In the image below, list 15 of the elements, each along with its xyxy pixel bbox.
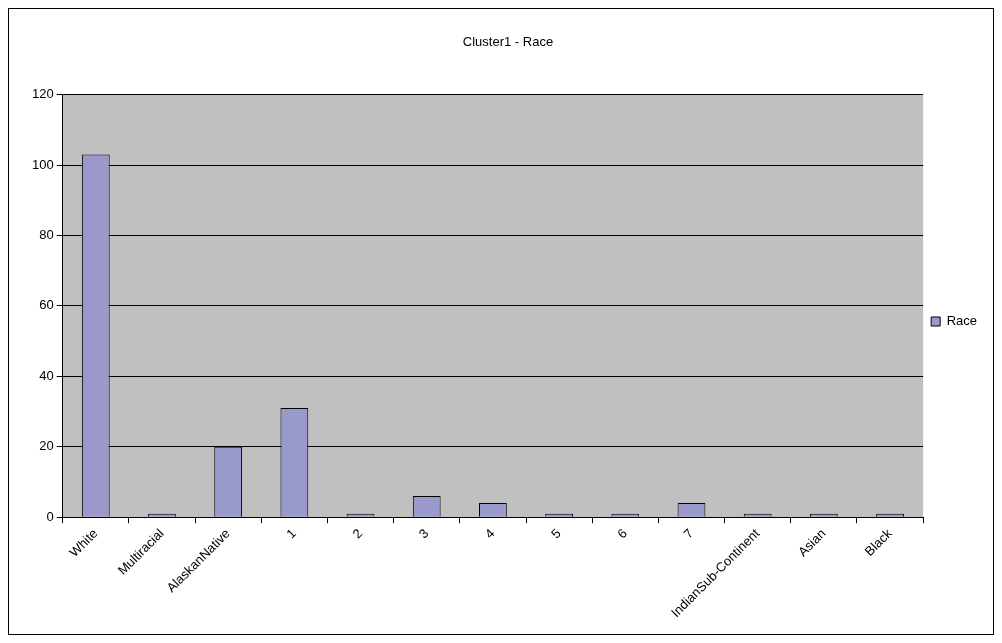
y-tick-label: 20 bbox=[39, 438, 54, 454]
x-tick-label: 1 bbox=[283, 525, 299, 542]
y-tick-label: 40 bbox=[39, 367, 54, 383]
x-tick-label: 4 bbox=[481, 525, 498, 542]
y-tick-label: 120 bbox=[31, 86, 54, 102]
x-tick-label: 5 bbox=[548, 525, 564, 542]
y-tick-label: 0 bbox=[46, 508, 54, 524]
chart-title: Cluster1 - Race bbox=[462, 34, 554, 50]
y-tick-label: 80 bbox=[39, 227, 54, 243]
legend-label: Race bbox=[946, 313, 978, 329]
x-tick-label: 2 bbox=[349, 525, 366, 542]
x-tick-label: 3 bbox=[415, 525, 432, 542]
y-tick-label: 100 bbox=[31, 156, 54, 172]
x-tick-label: 6 bbox=[614, 525, 630, 542]
y-tick-label: 60 bbox=[39, 297, 54, 313]
